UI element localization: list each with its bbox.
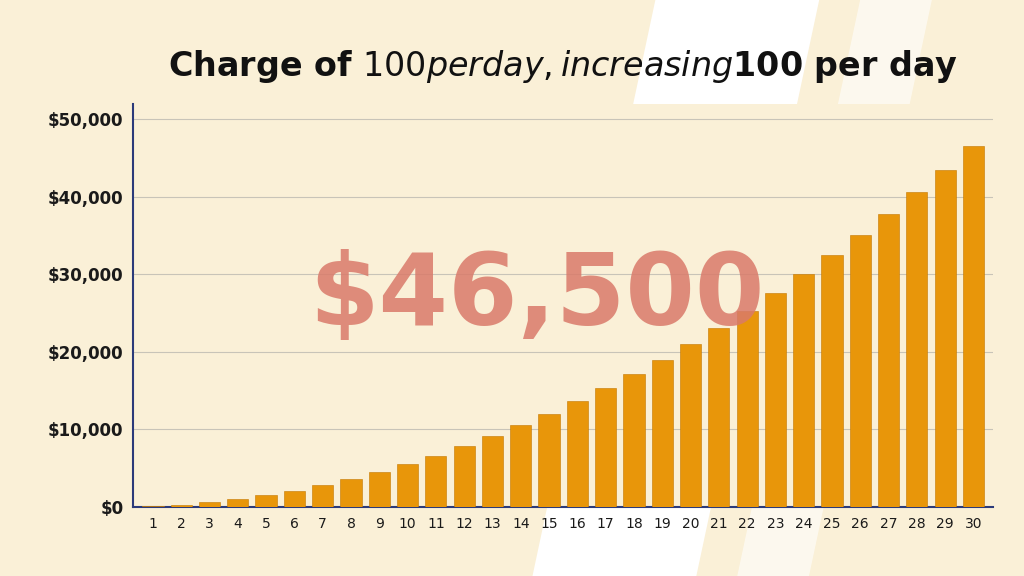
Bar: [595, 388, 616, 507]
Bar: [510, 426, 531, 507]
Bar: [227, 499, 249, 507]
Bar: [680, 344, 701, 507]
Bar: [624, 374, 644, 507]
Bar: [850, 235, 870, 507]
Bar: [142, 506, 164, 507]
Bar: [425, 456, 446, 507]
Bar: [963, 146, 984, 507]
Bar: [709, 328, 729, 507]
Bar: [284, 491, 305, 507]
Bar: [566, 401, 588, 507]
Bar: [369, 472, 390, 507]
Bar: [171, 505, 191, 507]
Bar: [397, 464, 418, 507]
Bar: [765, 293, 786, 507]
Bar: [454, 446, 475, 507]
Text: $46,500: $46,500: [309, 249, 765, 346]
Bar: [935, 169, 955, 507]
Bar: [199, 502, 220, 507]
Bar: [482, 437, 503, 507]
Bar: [821, 255, 843, 507]
Bar: [539, 414, 560, 507]
Title: Charge of $100 per day, increasing $100 per day: Charge of $100 per day, increasing $100 …: [168, 48, 958, 85]
Bar: [906, 192, 928, 507]
Bar: [651, 359, 673, 507]
Bar: [256, 495, 276, 507]
Bar: [878, 214, 899, 507]
Bar: [340, 479, 361, 507]
Bar: [736, 310, 758, 507]
Bar: [794, 274, 814, 507]
Bar: [312, 485, 333, 507]
